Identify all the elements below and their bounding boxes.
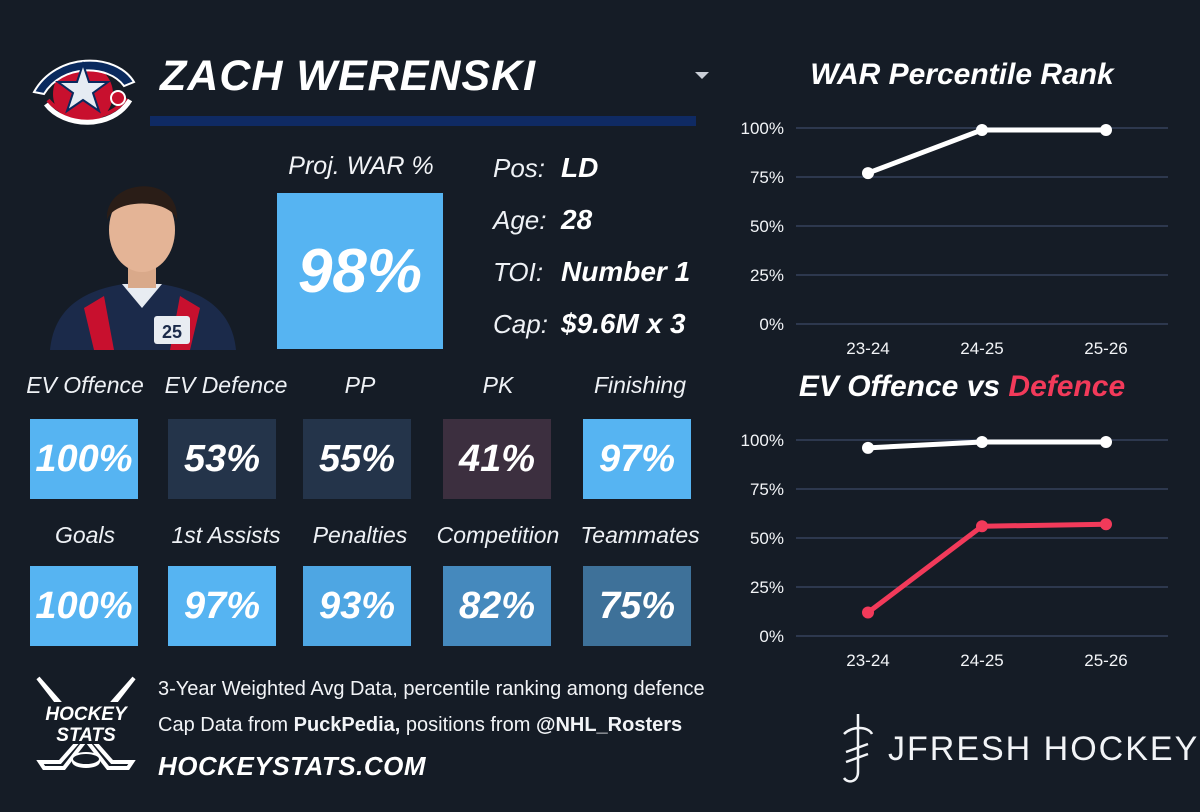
- proj-war-label: Proj. WAR %: [288, 152, 434, 180]
- info-value: 28: [561, 204, 593, 235]
- y-tick-label: 100%: [741, 119, 784, 138]
- tile-1st-assists: 97%: [168, 566, 276, 646]
- chevron-down-icon[interactable]: [695, 72, 709, 79]
- tile-competition: 82%: [443, 566, 551, 646]
- y-tick-label: 50%: [750, 217, 784, 236]
- war-percentile-chart: 0% 25% 50% 75% 100% 23-24 24-25 25-26: [741, 119, 1168, 358]
- player-name: ZACH WERENSKI: [160, 52, 537, 100]
- data-point: [1100, 435, 1112, 448]
- y-tick-label: 25%: [750, 578, 784, 597]
- x-tick-label: 25-26: [1084, 339, 1127, 358]
- tile-label-finishing: Finishing: [593, 372, 687, 398]
- tile-ev-defence: 53%: [168, 419, 276, 499]
- y-tick-label: 25%: [750, 266, 784, 285]
- series-line: [867, 127, 1106, 176]
- data-point: [862, 441, 874, 454]
- footer-note-method: 3-Year Weighted Avg Data, percentile ran…: [158, 678, 705, 700]
- info-key: TOI:: [493, 256, 544, 287]
- info-value: $9.6M x 3: [561, 308, 686, 339]
- footer-source-mid: positions from: [400, 714, 536, 736]
- tile-pk: 41%: [443, 419, 551, 499]
- info-row-cap: Cap: $9.6M x 3: [493, 306, 686, 342]
- y-tick-label: 0%: [759, 627, 784, 646]
- hockey-stats-logo: HOCKEY STATS: [34, 676, 138, 770]
- x-tick-label: 24-25: [960, 339, 1003, 358]
- footer-note-sources: Cap Data from PuckPedia, positions from …: [158, 714, 682, 737]
- tile-label-teammates: Teammates: [580, 522, 700, 548]
- name-underline-bar: [150, 116, 696, 126]
- ev-chart-title: EV Offence vs Defence: [722, 370, 1200, 404]
- jfresh-logo-icon: [842, 714, 874, 783]
- team-logo: [32, 59, 136, 125]
- data-point: [976, 520, 988, 533]
- tile-label-penalties: Penalties: [312, 522, 408, 548]
- info-key: Cap:: [493, 308, 548, 339]
- puckpedia-link[interactable]: PuckPedia,: [293, 714, 401, 736]
- tile-label-pk: PK: [482, 372, 514, 398]
- y-tick-label: 100%: [741, 431, 784, 450]
- tile-label-1st-assists: 1st Assists: [171, 522, 281, 548]
- info-value: Number 1: [561, 256, 691, 287]
- info-row-position: Pos: LD: [493, 150, 598, 186]
- logo-text-stats: STATS: [56, 725, 116, 746]
- player-photo: 25: [50, 186, 236, 350]
- info-value: LD: [561, 152, 599, 183]
- ev-chart-title-main: EV Offence vs: [798, 370, 1009, 403]
- x-tick-label: 23-24: [846, 339, 889, 358]
- tile-label-ev-defence: EV Defence: [164, 372, 288, 398]
- nhl-rosters-link[interactable]: @NHL_Rosters: [535, 714, 683, 736]
- x-tick-label: 24-25: [960, 651, 1003, 670]
- war-chart-title: WAR Percentile Rank: [810, 58, 1114, 91]
- data-point: [1100, 123, 1112, 136]
- hockeystats-url[interactable]: HOCKEYSTATS.COM: [158, 751, 426, 781]
- tile-label-ev-offence: EV Offence: [26, 372, 144, 398]
- tile-goals: 100%: [30, 566, 138, 646]
- tile-ev-offence: 100%: [30, 419, 138, 499]
- tile-teammates: 75%: [583, 566, 691, 646]
- jfresh-brand-text: JFRESH HOCKEY: [888, 729, 1200, 768]
- tile-label-competition: Competition: [436, 522, 560, 548]
- info-key: Age:: [493, 204, 547, 235]
- info-row-age: Age: 28: [493, 202, 592, 238]
- y-tick-label: 0%: [759, 315, 784, 334]
- jersey-number: 25: [162, 322, 182, 342]
- data-point: [1100, 518, 1112, 531]
- info-key: Pos:: [493, 152, 546, 183]
- tile-label-pp: PP: [344, 372, 376, 398]
- data-point: [976, 123, 988, 136]
- footer-source-prefix: Cap Data from: [158, 714, 294, 736]
- x-tick-label: 25-26: [1084, 651, 1127, 670]
- tile-label-goals: Goals: [54, 522, 116, 548]
- x-tick-label: 23-24: [846, 651, 889, 670]
- jfresh-brand: JFRESH HOCKEY: [838, 712, 1199, 786]
- info-row-toi: TOI: Number 1: [493, 254, 690, 290]
- y-tick-label: 50%: [750, 529, 784, 548]
- logo-text-hockey: HOCKEY: [45, 704, 129, 725]
- tile-penalties: 93%: [303, 566, 411, 646]
- ev-chart-title-accent: Defence: [1008, 370, 1126, 403]
- data-point: [862, 606, 874, 619]
- tile-pp: 55%: [303, 419, 411, 499]
- data-point: [976, 435, 988, 448]
- y-tick-label: 75%: [750, 480, 784, 499]
- ev-offence-defence-chart: 0% 25% 50% 75% 100% 23-24 24-25 25-26: [741, 431, 1168, 670]
- data-point: [862, 167, 874, 180]
- proj-war-value: 98%: [277, 193, 443, 349]
- y-tick-label: 75%: [750, 168, 784, 187]
- tile-finishing: 97%: [583, 419, 691, 499]
